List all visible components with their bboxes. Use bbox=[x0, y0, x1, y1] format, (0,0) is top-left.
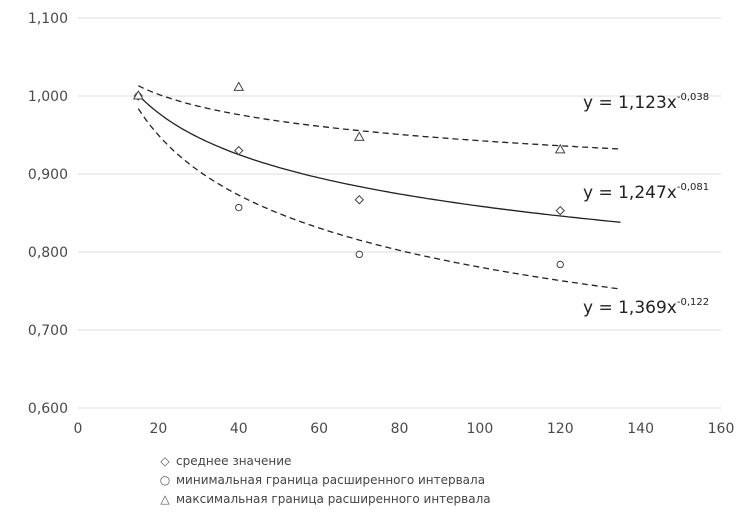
legend-label: минимальная граница расширенного интерва… bbox=[176, 473, 486, 487]
trendline bbox=[137, 94, 621, 223]
x-tick-label: 100 bbox=[467, 421, 494, 437]
x-tick-label: 20 bbox=[149, 421, 167, 437]
x-tick-label: 60 bbox=[310, 421, 328, 437]
chart-plot: 0,600 0,700 0,800 0,900 1,000 1,100 0 20 40 60 80… bbox=[28, 11, 735, 437]
x-tick-label: 80 bbox=[391, 421, 409, 437]
diamond-marker bbox=[555, 205, 565, 216]
data-points bbox=[132, 81, 566, 269]
circle-marker bbox=[556, 260, 564, 269]
x-tick-label: 0 bbox=[74, 421, 83, 437]
triangle-marker bbox=[233, 81, 245, 91]
trendline bbox=[137, 108, 621, 290]
gridlines bbox=[78, 17, 721, 409]
y-axis-ticks: 0,600 0,700 0,800 0,900 1,000 1,100 bbox=[28, 11, 68, 417]
y-tick-label: 0,900 bbox=[28, 167, 68, 183]
triangle-marker bbox=[353, 131, 365, 141]
circle-marker-icon: ○ bbox=[159, 473, 171, 487]
x-tick-label: 40 bbox=[230, 421, 248, 437]
triangle-marker bbox=[132, 89, 144, 100]
legend-item-max: △ максимальная граница расширенного инте… bbox=[158, 490, 491, 509]
legend: ◇ среднее значение ○ минимальная граница… bbox=[158, 452, 491, 509]
triangle-marker bbox=[554, 143, 566, 154]
x-axis-ticks: 0 20 40 60 80 100 120 140 160 bbox=[74, 421, 735, 437]
legend-label: среднее значение bbox=[176, 454, 292, 468]
equation-annotations: y = 1,123x-0,038 y = 1,247x-0,081 y = 1,36… bbox=[583, 92, 709, 318]
y-tick-label: 1,100 bbox=[28, 11, 68, 27]
diamond-marker bbox=[354, 195, 365, 205]
circle-marker bbox=[235, 203, 243, 212]
equation-label: y = 1,369x-0,122 bbox=[583, 297, 709, 318]
diamond-marker bbox=[234, 145, 244, 156]
diamond-marker-icon: ◇ bbox=[160, 454, 170, 468]
y-tick-label: 0,600 bbox=[28, 401, 68, 417]
legend-label: максимальная граница расширенного интерв… bbox=[176, 492, 491, 506]
triangle-marker-icon: △ bbox=[160, 492, 170, 506]
trendline bbox=[138, 85, 621, 150]
circle-marker bbox=[355, 250, 364, 259]
y-tick-label: 1,000 bbox=[28, 89, 68, 105]
equation-label: y = 1,123x-0,038 bbox=[583, 92, 709, 113]
x-tick-label: 140 bbox=[627, 421, 654, 437]
legend-item-min: ○ минимальная граница расширенного интер… bbox=[158, 471, 491, 490]
y-tick-label: 0,700 bbox=[28, 323, 68, 339]
equation-label: y = 1,247x-0,081 bbox=[583, 182, 709, 203]
x-tick-label: 160 bbox=[708, 421, 735, 437]
x-tick-label: 120 bbox=[547, 421, 574, 437]
legend-item-mean: ◇ среднее значение bbox=[158, 452, 491, 471]
y-tick-label: 0,800 bbox=[28, 245, 68, 261]
trendlines bbox=[137, 85, 621, 290]
